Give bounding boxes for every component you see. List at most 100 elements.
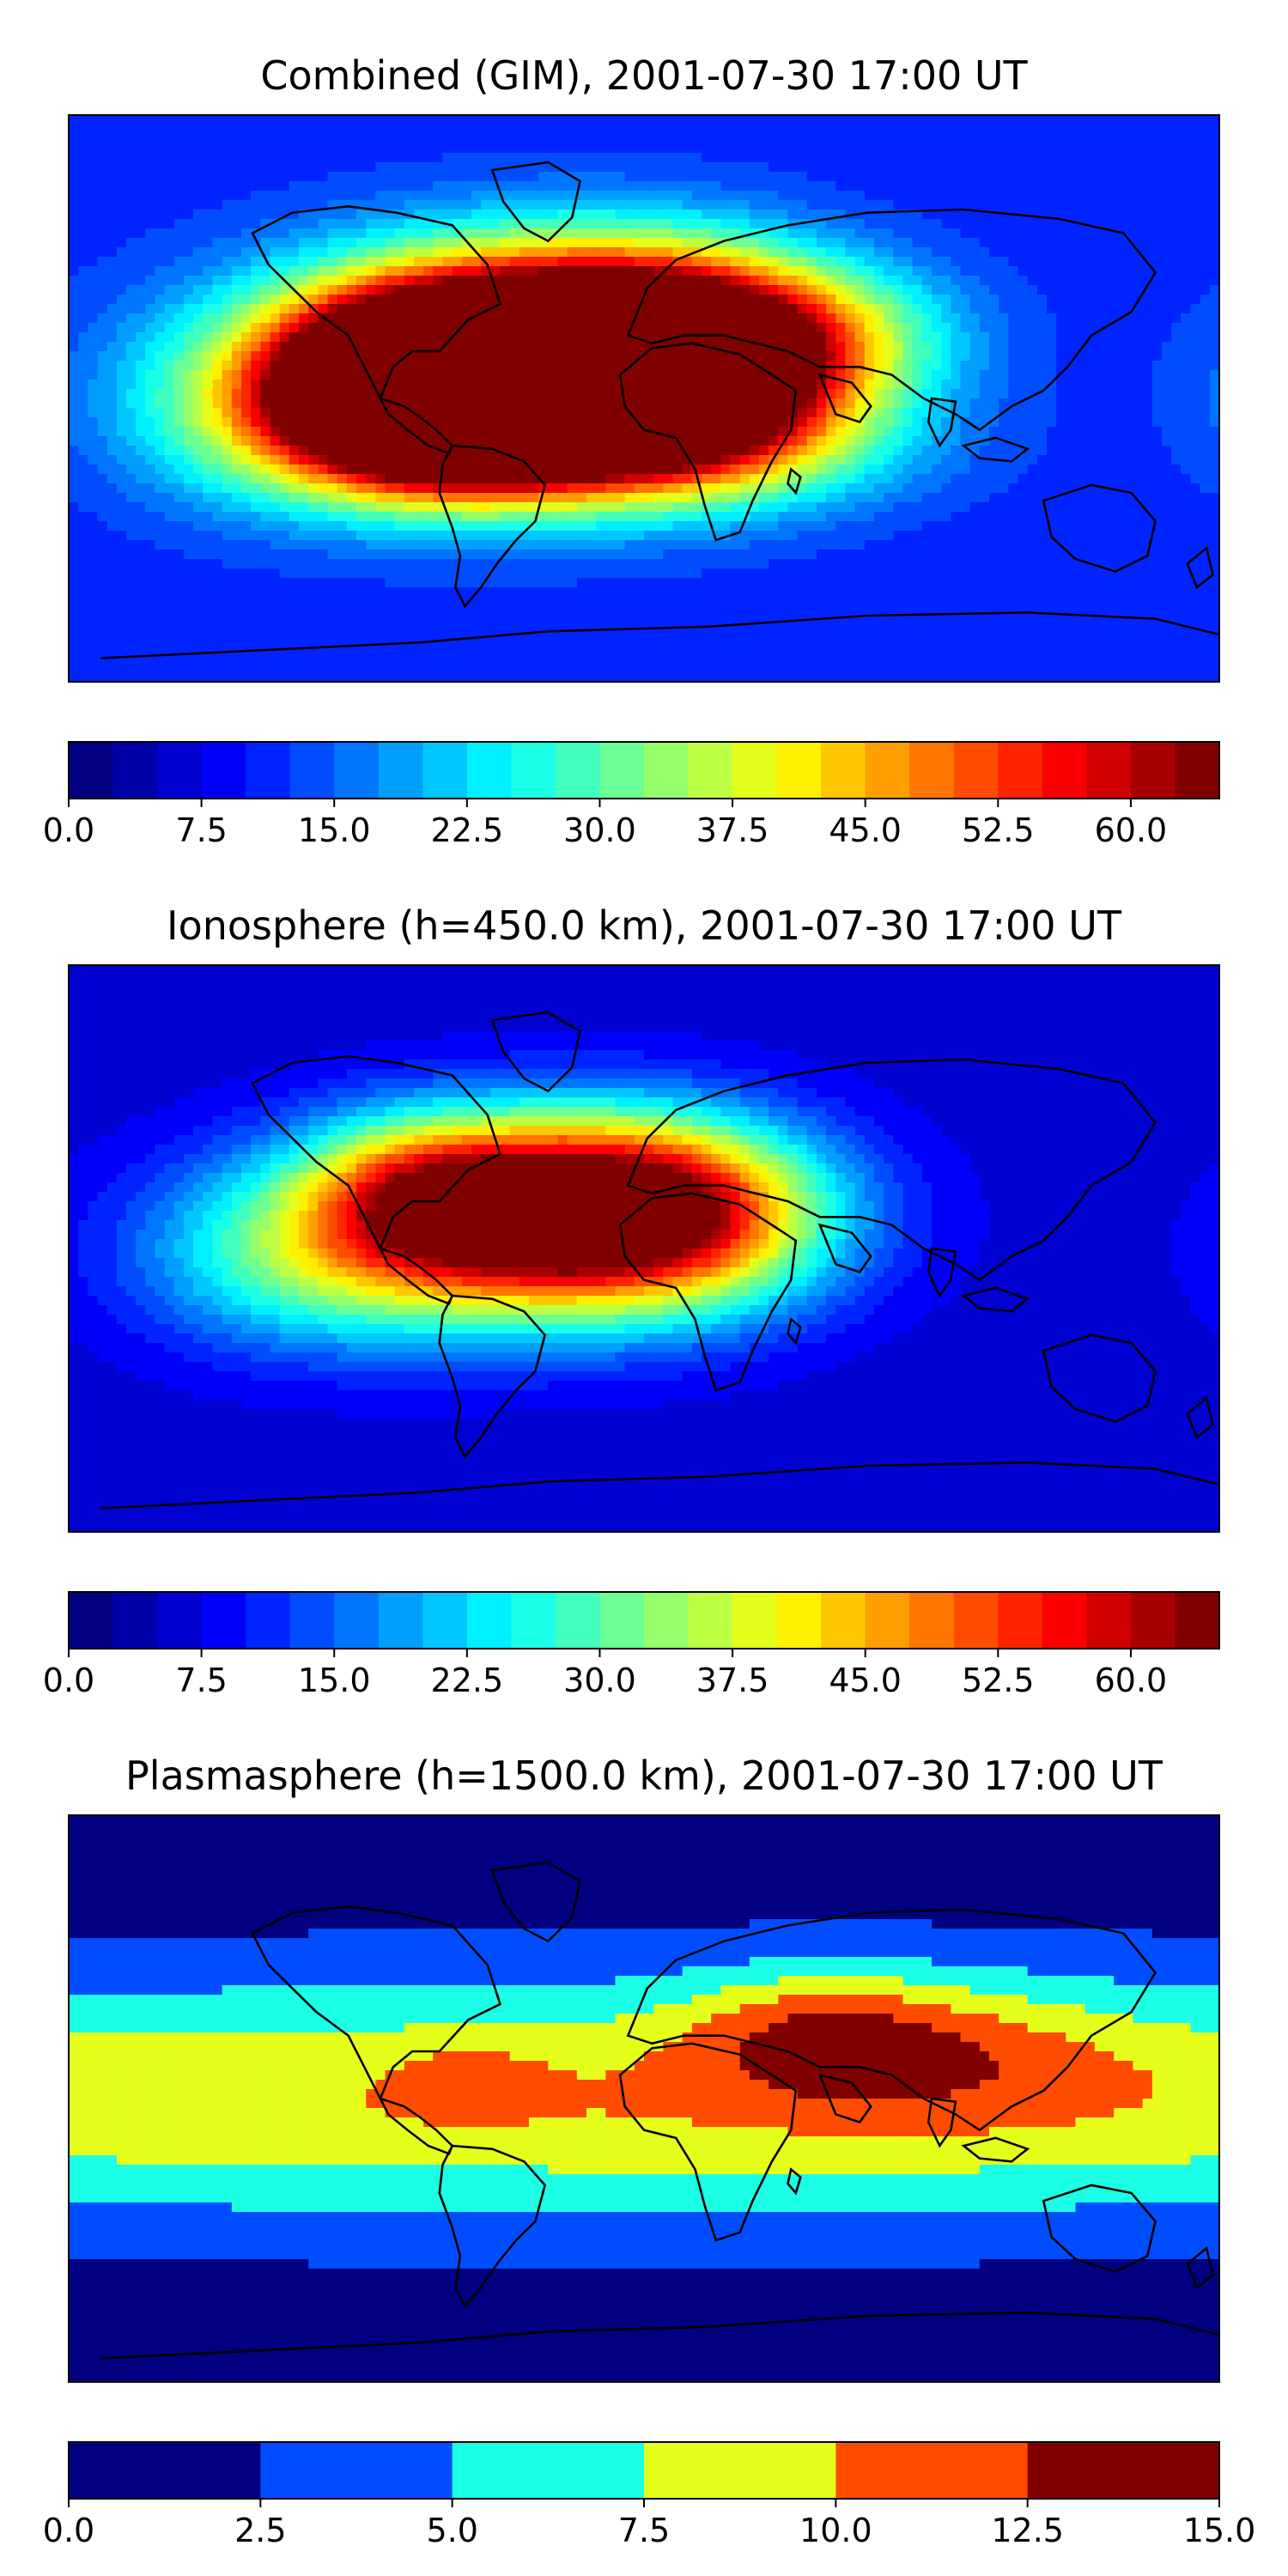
map-cell — [778, 191, 789, 201]
map-cell — [385, 398, 396, 409]
map-cell — [653, 313, 665, 324]
map-cell — [241, 465, 252, 475]
map-cell — [1114, 219, 1125, 229]
map-cell — [203, 323, 214, 333]
map-cell — [481, 238, 492, 248]
map-cell — [1190, 465, 1201, 475]
map-cell — [1075, 417, 1086, 428]
map-cell — [1036, 228, 1048, 239]
map-cell — [452, 172, 463, 182]
map-cell — [299, 238, 310, 248]
map-cell — [759, 465, 770, 475]
map-cell — [1162, 342, 1173, 352]
map-cell — [759, 380, 770, 390]
map-cell — [1027, 323, 1038, 333]
map-cell — [787, 304, 799, 314]
map-cell — [1056, 398, 1067, 409]
map-cell — [337, 313, 348, 324]
map-cell — [1171, 191, 1182, 201]
map-cell — [1018, 474, 1029, 484]
map-cell — [260, 465, 271, 475]
map-cell — [529, 266, 540, 276]
map-cell — [481, 210, 492, 220]
map-cell — [605, 427, 617, 437]
map-cell — [999, 417, 1010, 428]
map-cell — [385, 446, 396, 456]
map-cell — [969, 238, 981, 248]
map-cell — [394, 228, 405, 239]
map-cell — [69, 200, 80, 210]
map-cell — [778, 200, 789, 210]
map-cell — [1200, 162, 1211, 173]
map-cell — [78, 181, 89, 191]
map-cell — [874, 153, 885, 163]
map-cell — [1190, 483, 1201, 494]
map-cell — [1123, 417, 1134, 428]
map-cell — [1018, 332, 1029, 343]
map-cell — [835, 323, 847, 333]
map-cell — [720, 181, 732, 191]
map-cell — [576, 323, 587, 333]
map-cell — [88, 455, 99, 465]
map-cell — [672, 134, 683, 144]
map-cell — [1142, 162, 1153, 173]
map-cell — [1133, 276, 1144, 286]
map-cell — [979, 191, 990, 201]
map-cell — [337, 266, 348, 276]
map-cell — [1027, 304, 1038, 314]
map-cell — [644, 313, 655, 324]
map-cell — [663, 247, 674, 258]
map-cell — [97, 380, 108, 390]
map-cell — [106, 115, 118, 125]
map-cell — [442, 238, 453, 248]
map-cell — [1133, 200, 1144, 210]
map-cell — [1036, 115, 1048, 125]
map-cell — [452, 276, 463, 286]
map-cell — [605, 115, 617, 125]
map-cell — [126, 200, 137, 210]
map-cell — [145, 266, 156, 276]
map-cell — [69, 134, 80, 144]
map-cell — [663, 276, 674, 286]
map-cell — [490, 200, 501, 210]
map-cell — [509, 228, 520, 239]
map-cell — [624, 351, 635, 361]
map-cell — [787, 134, 799, 144]
map-cell — [702, 436, 713, 447]
map-cell — [1094, 276, 1105, 286]
map-cell — [414, 361, 425, 371]
map-cell — [893, 408, 904, 418]
map-cell — [682, 483, 693, 494]
map-cell — [145, 332, 156, 343]
map-cell — [854, 181, 866, 191]
map-cell — [711, 351, 722, 361]
map-cell — [385, 143, 396, 154]
map-cell — [318, 304, 329, 314]
map-cell — [356, 361, 368, 371]
map-cell — [663, 172, 674, 182]
map-cell — [78, 398, 89, 409]
map-cell — [231, 153, 242, 163]
map-cell — [356, 191, 368, 201]
map-cell — [1104, 493, 1115, 503]
map-cell — [1209, 408, 1219, 418]
map-cell — [1084, 465, 1096, 475]
map-cell — [270, 181, 281, 191]
map-cell — [941, 238, 952, 248]
map-cell — [1027, 276, 1038, 286]
map-cell — [251, 228, 262, 239]
map-cell — [509, 181, 520, 191]
map-cell — [471, 115, 483, 125]
map-cell — [164, 455, 175, 465]
map-cell — [826, 247, 837, 258]
map-cell — [88, 465, 99, 475]
map-cell — [615, 446, 626, 456]
map-cell — [203, 134, 214, 144]
map-cell — [730, 125, 741, 135]
map-cell — [711, 172, 722, 182]
map-cell — [442, 276, 453, 286]
map-cell — [932, 228, 943, 239]
map-cell — [423, 427, 434, 437]
map-cell — [854, 408, 866, 418]
map-cell — [337, 493, 348, 503]
